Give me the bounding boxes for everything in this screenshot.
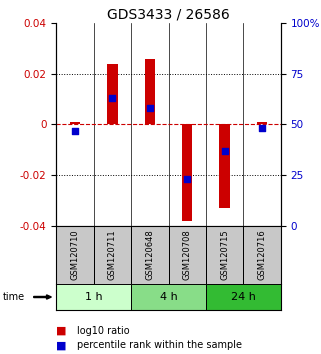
- Text: ■: ■: [56, 340, 67, 350]
- Point: [260, 126, 265, 131]
- Bar: [70, 122, 80, 124]
- Point: [110, 95, 115, 101]
- Bar: [220, 124, 230, 208]
- Point: [147, 105, 152, 111]
- Text: GSM120648: GSM120648: [145, 230, 154, 280]
- Bar: [131, 226, 169, 284]
- Bar: [257, 122, 267, 124]
- Bar: [243, 226, 281, 284]
- Text: time: time: [3, 292, 25, 302]
- Text: GSM120716: GSM120716: [258, 230, 267, 280]
- Bar: [56, 226, 94, 284]
- Text: GSM120708: GSM120708: [183, 230, 192, 280]
- Text: 24 h: 24 h: [231, 292, 256, 302]
- Point: [72, 128, 77, 133]
- Bar: [107, 64, 117, 124]
- Bar: [144, 58, 155, 124]
- Bar: [182, 124, 193, 221]
- Bar: [56, 284, 131, 310]
- Point: [185, 176, 190, 182]
- Title: GDS3433 / 26586: GDS3433 / 26586: [107, 8, 230, 22]
- Bar: [206, 226, 243, 284]
- Text: ■: ■: [56, 326, 67, 336]
- Text: 4 h: 4 h: [160, 292, 178, 302]
- Point: [222, 148, 227, 154]
- Bar: [169, 226, 206, 284]
- Text: percentile rank within the sample: percentile rank within the sample: [77, 340, 242, 350]
- Bar: [94, 226, 131, 284]
- Text: GSM120711: GSM120711: [108, 230, 117, 280]
- Bar: [206, 284, 281, 310]
- Text: 1 h: 1 h: [85, 292, 102, 302]
- Bar: [131, 284, 206, 310]
- Text: log10 ratio: log10 ratio: [77, 326, 130, 336]
- Text: GSM120710: GSM120710: [70, 230, 79, 280]
- Text: GSM120715: GSM120715: [220, 230, 229, 280]
